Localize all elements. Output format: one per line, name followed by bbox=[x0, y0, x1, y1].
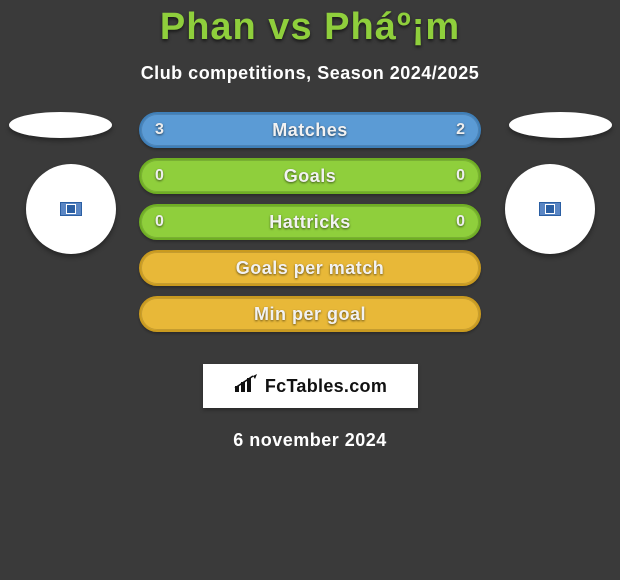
date-text: 6 november 2024 bbox=[0, 430, 620, 451]
stat-right-value: 2 bbox=[456, 121, 465, 139]
brand-text: FcTables.com bbox=[265, 376, 387, 397]
stat-left-value: 0 bbox=[155, 167, 164, 185]
player-left-ellipse bbox=[9, 112, 112, 138]
stat-right-value: 0 bbox=[456, 213, 465, 231]
flag-icon bbox=[539, 202, 561, 216]
stat-label: Goals bbox=[284, 166, 337, 187]
stat-row: Goals per match bbox=[139, 250, 481, 286]
stat-label: Matches bbox=[272, 120, 348, 141]
brand-box[interactable]: FcTables.com bbox=[203, 364, 418, 408]
comparison-arena: Matches 3 2 Goals 0 0 Hattricks 0 0 Goals per mat… bbox=[0, 112, 620, 352]
subtitle: Club competitions, Season 2024/2025 bbox=[0, 63, 620, 84]
stat-row: Goals 0 0 bbox=[139, 158, 481, 194]
stat-row: Hattricks 0 0 bbox=[139, 204, 481, 240]
stat-left-value: 3 bbox=[155, 121, 164, 139]
stat-label: Min per goal bbox=[254, 304, 366, 325]
stat-label: Goals per match bbox=[236, 258, 385, 279]
stat-row: Matches 3 2 bbox=[139, 112, 481, 148]
flag-square-icon bbox=[67, 205, 75, 213]
player-left-avatar bbox=[26, 164, 116, 254]
bar-chart-icon bbox=[233, 374, 259, 399]
player-right-avatar bbox=[505, 164, 595, 254]
stat-label: Hattricks bbox=[269, 212, 351, 233]
flag-square-icon bbox=[546, 205, 554, 213]
stat-left-value: 0 bbox=[155, 213, 164, 231]
flag-icon bbox=[60, 202, 82, 216]
page-title: Phan vs Pháº¡m bbox=[0, 0, 620, 49]
stat-right-value: 0 bbox=[456, 167, 465, 185]
player-right-ellipse bbox=[509, 112, 612, 138]
stat-row: Min per goal bbox=[139, 296, 481, 332]
